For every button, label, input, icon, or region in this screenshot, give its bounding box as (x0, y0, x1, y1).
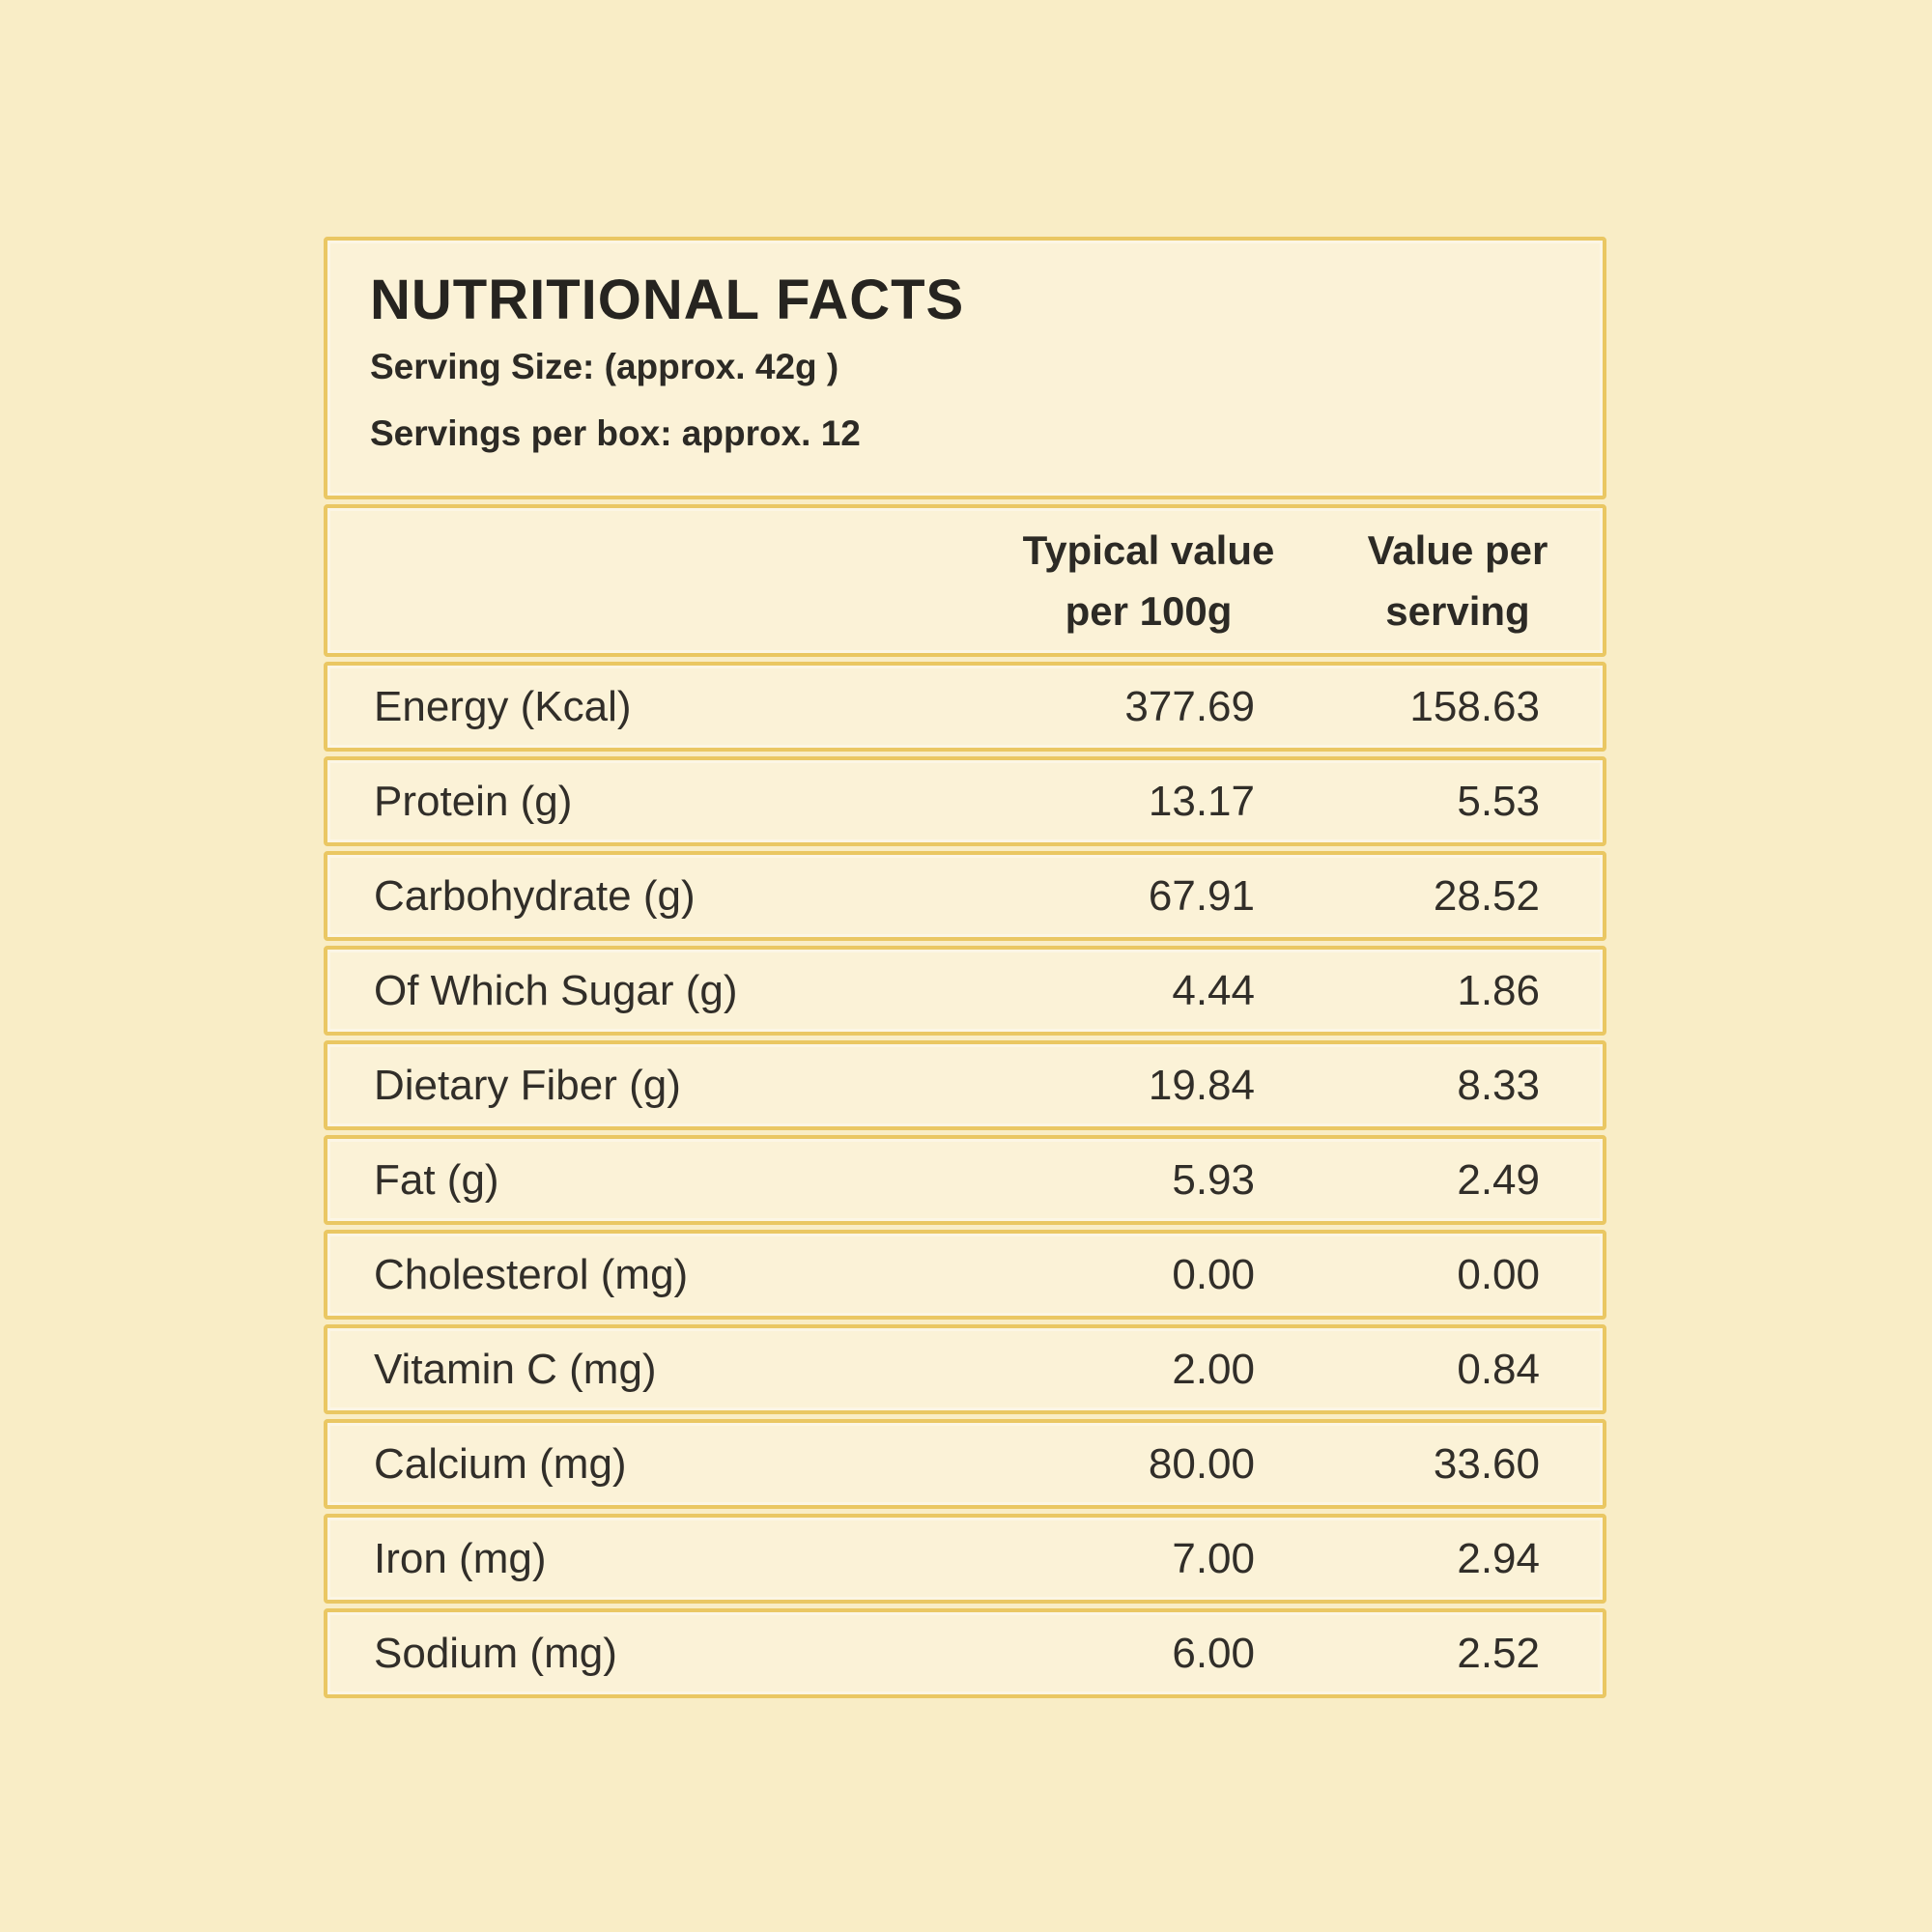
nutrient-label: Iron (mg) (374, 1534, 547, 1582)
nutrient-label: Dietary Fiber (g) (374, 1061, 681, 1109)
typical-value-cell: 5.93 (1172, 1155, 1255, 1204)
per-serving-value-cell: 0.84 (1457, 1345, 1540, 1393)
per-serving-value-cell: 1.86 (1457, 966, 1540, 1014)
page-title: NUTRITIONAL FACTS (370, 269, 965, 331)
nutrient-label: Sodium (mg) (374, 1629, 617, 1677)
nutrition-facts-panel: NUTRITIONAL FACTS Serving Size: (approx.… (324, 237, 1606, 1698)
typical-value-cell: 377.69 (1124, 682, 1255, 730)
typical-value-cell: 7.00 (1172, 1534, 1255, 1582)
table-body: Energy (Kcal) 377.69 158.63 Protein (g) … (324, 662, 1606, 1698)
per-serving-value-cell: 0.00 (1457, 1250, 1540, 1298)
table-row: Of Which Sugar (g) 4.44 1.86 (324, 946, 1606, 1036)
table-row: Carbohydrate (g) 67.91 28.52 (324, 851, 1606, 941)
table-row: Calcium (mg) 80.00 33.60 (324, 1419, 1606, 1509)
nutrient-label: Calcium (mg) (374, 1439, 627, 1488)
column-header-typical-value: Typical value per 100g (1022, 527, 1275, 634)
table-row: Protein (g) 13.17 5.53 (324, 756, 1606, 846)
table-row: Vitamin C (mg) 2.00 0.84 (324, 1324, 1606, 1414)
nutrient-label: Energy (Kcal) (374, 682, 632, 730)
typical-value-cell: 2.00 (1172, 1345, 1255, 1393)
per-serving-value-cell: 158.63 (1409, 682, 1540, 730)
typical-value-cell: 0.00 (1172, 1250, 1255, 1298)
table-row: Energy (Kcal) 377.69 158.63 (324, 662, 1606, 752)
typical-value-cell: 6.00 (1172, 1629, 1255, 1677)
servings-per-box-text: Servings per box: approx. 12 (370, 412, 861, 453)
nutrient-label: Fat (g) (374, 1155, 499, 1204)
table-row: Iron (mg) 7.00 2.94 (324, 1514, 1606, 1604)
typical-value-cell: 4.44 (1172, 966, 1255, 1014)
nutrient-label: Of Which Sugar (g) (374, 966, 738, 1014)
per-serving-value-cell: 2.52 (1457, 1629, 1540, 1677)
per-serving-value-cell: 2.94 (1457, 1534, 1540, 1582)
column-header-value-per-serving: Value per serving (1367, 527, 1548, 634)
table-header-row: Typical value per 100g Value per serving (324, 504, 1606, 657)
table-row: Sodium (mg) 6.00 2.52 (324, 1608, 1606, 1698)
table-row: Fat (g) 5.93 2.49 (324, 1135, 1606, 1225)
nutrient-label: Protein (g) (374, 777, 573, 825)
per-serving-value-cell: 2.49 (1457, 1155, 1540, 1204)
nutrient-label: Cholesterol (mg) (374, 1250, 689, 1298)
per-serving-value-cell: 5.53 (1457, 777, 1540, 825)
per-serving-value-cell: 33.60 (1433, 1439, 1540, 1488)
table-row: Cholesterol (mg) 0.00 0.00 (324, 1230, 1606, 1320)
typical-value-cell: 13.17 (1148, 777, 1255, 825)
nutrient-label: Carbohydrate (g) (374, 871, 696, 920)
per-serving-value-cell: 8.33 (1457, 1061, 1540, 1109)
per-serving-value-cell: 28.52 (1433, 871, 1540, 920)
typical-value-cell: 67.91 (1148, 871, 1255, 920)
serving-size-text: Serving Size: (approx. 42g ) (370, 346, 839, 386)
title-block: NUTRITIONAL FACTS Serving Size: (approx.… (324, 237, 1606, 499)
typical-value-cell: 80.00 (1148, 1439, 1255, 1488)
table-row: Dietary Fiber (g) 19.84 8.33 (324, 1040, 1606, 1130)
nutrient-label: Vitamin C (mg) (374, 1345, 657, 1393)
typical-value-cell: 19.84 (1148, 1061, 1255, 1109)
